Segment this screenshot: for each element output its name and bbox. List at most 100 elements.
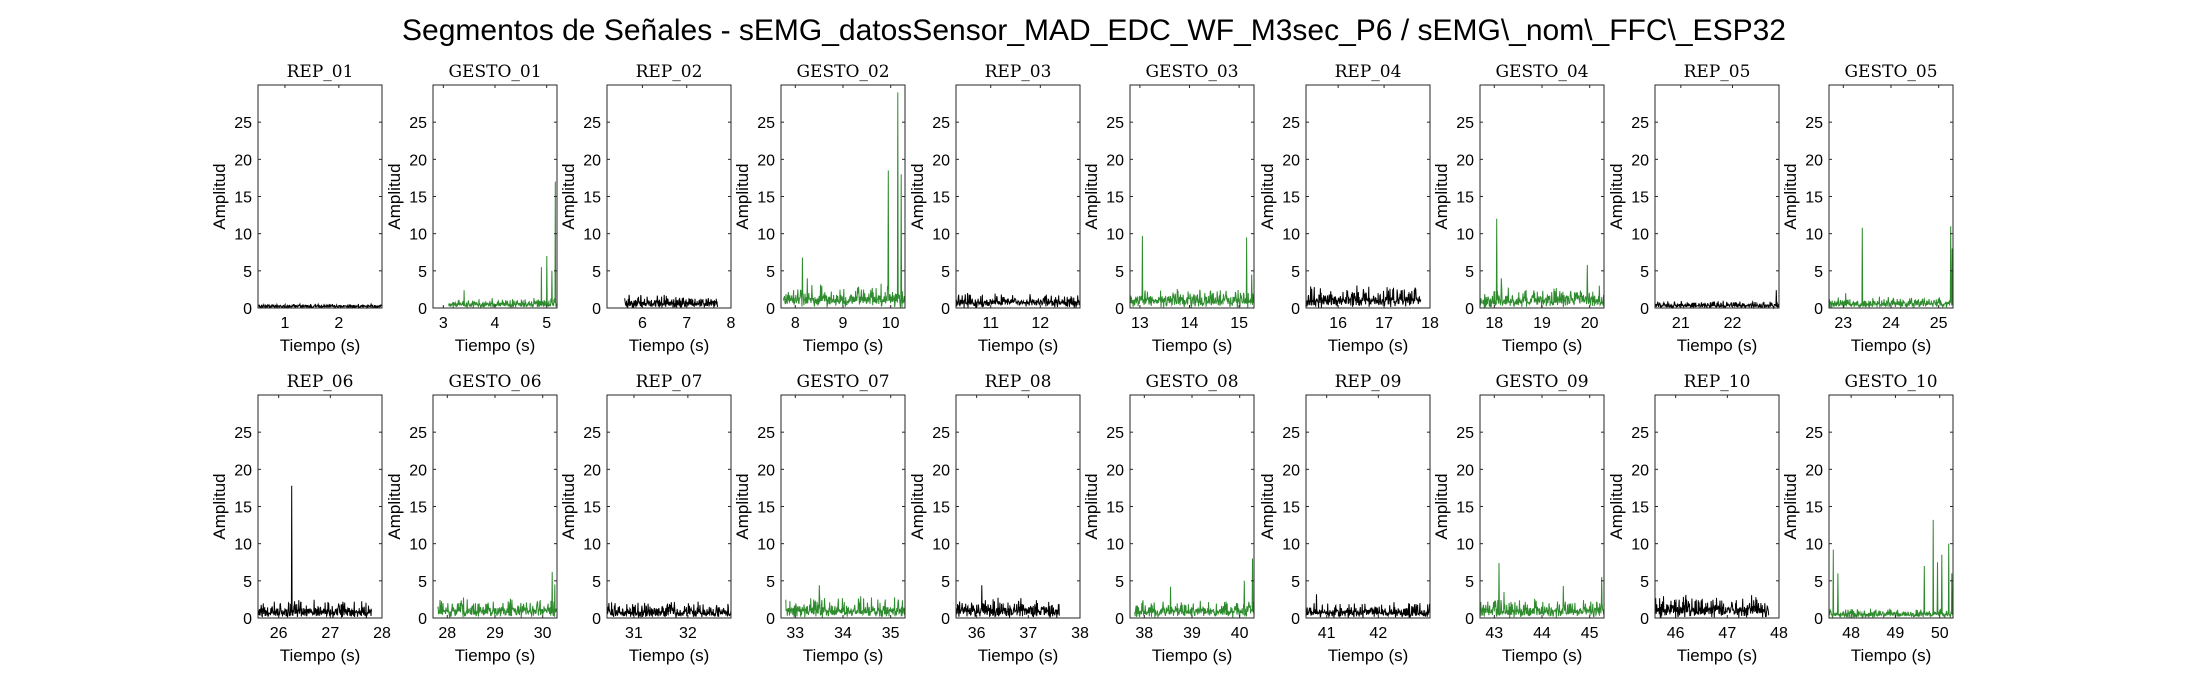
x-axis-label: Tiempo (s) <box>1677 646 1758 665</box>
x-tick-label: 28 <box>373 625 391 642</box>
y-tick-label: 25 <box>1282 115 1300 132</box>
y-tick-label: 15 <box>932 500 950 517</box>
y-tick-label: 15 <box>1631 500 1649 517</box>
y-tick-label: 5 <box>418 264 427 281</box>
subplot-rep-07: REP_07 0 5 10 15 20 25 31 32 Tiempo (s) Amplitud <box>559 372 732 665</box>
x-tick-label: 33 <box>786 625 804 642</box>
x-axis-label: Tiempo (s) <box>978 646 1059 665</box>
x-tick-label: 38 <box>1071 625 1089 642</box>
x-tick-label: 32 <box>679 625 697 642</box>
subplot-title: GESTO_02 <box>796 62 889 82</box>
y-tick-label: 5 <box>1814 264 1823 281</box>
subplot-gesto-02: GESTO_02 0 5 10 15 20 25 8 9 10 Tiempo (s) Amplitud <box>733 62 906 355</box>
x-tick-label: 15 <box>1230 315 1248 332</box>
y-tick-label: 10 <box>932 537 950 554</box>
y-axis-label: Amplitud <box>210 473 229 539</box>
signal-trace <box>1129 235 1255 308</box>
y-tick-label: 0 <box>1465 301 1474 318</box>
y-axis-label: Amplitud <box>385 473 404 539</box>
y-tick-label: 0 <box>592 611 601 628</box>
subplot-gesto-04: GESTO_04 0 5 10 15 20 25 18 19 20 Tiempo (s) Amplit… <box>1432 62 1605 355</box>
x-tick-label: 40 <box>1231 625 1249 642</box>
subplot-title: GESTO_04 <box>1495 62 1588 82</box>
y-tick-label: 20 <box>757 152 775 169</box>
signal-trace <box>448 181 558 309</box>
signal-trace <box>624 294 719 309</box>
subplot-rep-05: REP_05 0 5 10 15 20 25 21 22 Tiempo (s) Amplitud <box>1607 62 1780 355</box>
y-tick-label: 20 <box>1282 462 1300 479</box>
subplot-title: GESTO_03 <box>1145 62 1238 82</box>
x-axis-label: Tiempo (s) <box>455 646 536 665</box>
x-tick-label: 7 <box>682 315 691 332</box>
y-tick-label: 15 <box>1805 190 1823 207</box>
signal-trace <box>1305 285 1422 308</box>
x-tick-label: 27 <box>321 625 339 642</box>
x-tick-label: 18 <box>1485 315 1503 332</box>
y-axis-label: Amplitud <box>1607 473 1626 539</box>
y-tick-label: 15 <box>1456 500 1474 517</box>
x-tick-label: 37 <box>1019 625 1037 642</box>
x-tick-label: 36 <box>968 625 986 642</box>
x-tick-label: 25 <box>1930 315 1948 332</box>
x-tick-label: 42 <box>1369 625 1387 642</box>
subplot-title: REP_02 <box>636 62 703 82</box>
subplot-gesto-05: GESTO_05 0 5 10 15 20 25 23 24 25 Tiempo (s) Amplit… <box>1781 62 1954 355</box>
subplot-rep-10: REP_10 0 5 10 15 20 25 46 47 48 Tiempo (s) Amplitud <box>1607 372 1788 665</box>
y-tick-label: 5 <box>1291 264 1300 281</box>
y-tick-label: 15 <box>1106 500 1124 517</box>
subplot-rep-01: REP_01 0 5 10 15 20 25 1 2 Tiempo (s) Amplitud <box>210 62 383 355</box>
x-axis-label: Tiempo (s) <box>1502 336 1583 355</box>
y-tick-label: 25 <box>1631 425 1649 442</box>
y-tick-label: 20 <box>583 462 601 479</box>
y-tick-label: 25 <box>757 425 775 442</box>
subplot-title: GESTO_08 <box>1145 372 1238 392</box>
y-tick-label: 25 <box>1805 115 1823 132</box>
x-tick-label: 28 <box>438 625 456 642</box>
x-tick-label: 48 <box>1770 625 1788 642</box>
signal-trace <box>955 292 1081 309</box>
x-axis-label: Tiempo (s) <box>803 646 884 665</box>
y-tick-label: 0 <box>941 301 950 318</box>
signal-trace <box>257 485 373 618</box>
y-tick-label: 25 <box>932 115 950 132</box>
subplot-title: REP_08 <box>985 372 1052 392</box>
y-tick-label: 25 <box>583 115 601 132</box>
y-tick-label: 20 <box>409 462 427 479</box>
x-tick-label: 46 <box>1667 625 1685 642</box>
y-tick-label: 20 <box>757 462 775 479</box>
y-axis-label: Amplitud <box>1432 473 1451 539</box>
y-tick-label: 5 <box>941 574 950 591</box>
y-axis-label: Amplitud <box>1258 163 1277 229</box>
subplot-rep-02: REP_02 0 5 10 15 20 25 6 7 8 Tiempo (s) Amplitud <box>559 62 736 355</box>
y-tick-label: 0 <box>592 301 601 318</box>
y-tick-label: 20 <box>1456 152 1474 169</box>
y-axis-label: Amplitud <box>908 473 927 539</box>
signal-trace <box>437 571 558 618</box>
y-axis-label: Amplitud <box>1781 163 1800 229</box>
x-tick-label: 17 <box>1375 315 1393 332</box>
x-tick-label: 6 <box>638 315 647 332</box>
y-tick-label: 15 <box>1282 190 1300 207</box>
y-tick-label: 20 <box>234 462 252 479</box>
y-tick-label: 25 <box>409 425 427 442</box>
subplot-gesto-08: GESTO_08 0 5 10 15 20 25 38 39 40 Tiempo (s) Amplit… <box>1082 372 1255 665</box>
x-tick-label: 22 <box>1724 315 1742 332</box>
x-tick-label: 49 <box>1887 625 1905 642</box>
x-axis-label: Tiempo (s) <box>280 336 361 355</box>
y-tick-label: 0 <box>1814 301 1823 318</box>
y-tick-label: 20 <box>1631 152 1649 169</box>
y-tick-label: 15 <box>409 190 427 207</box>
x-axis-label: Tiempo (s) <box>1152 336 1233 355</box>
x-tick-label: 31 <box>625 625 643 642</box>
x-tick-label: 12 <box>1031 315 1049 332</box>
y-tick-label: 25 <box>583 425 601 442</box>
y-axis-label: Amplitud <box>1082 163 1101 229</box>
subplot-title: GESTO_01 <box>448 62 541 82</box>
y-tick-label: 15 <box>1456 190 1474 207</box>
signal-trace <box>1654 290 1780 310</box>
y-tick-label: 10 <box>1631 227 1649 244</box>
y-tick-label: 5 <box>766 264 775 281</box>
y-tick-label: 5 <box>1465 264 1474 281</box>
